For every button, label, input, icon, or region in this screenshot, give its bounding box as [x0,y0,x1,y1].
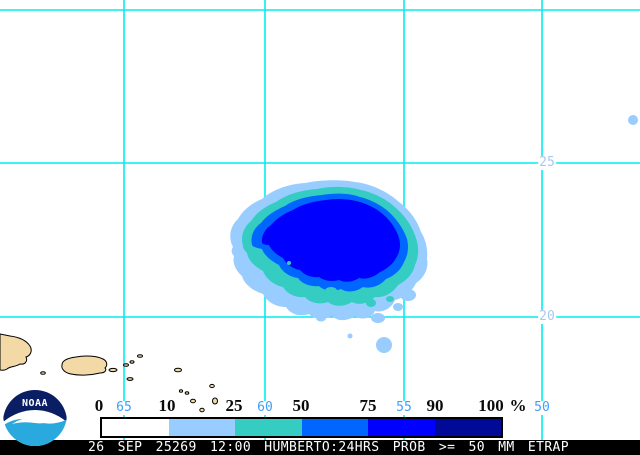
speckles-teal [287,261,394,307]
land-hispaniola [0,333,32,371]
island-st-kitts [190,398,196,404]
island-anegada [137,354,143,358]
legend-seg-50-75 [301,419,368,436]
lon-label-50w: 50 [533,400,551,415]
lon-label-65w: 65 [115,400,133,415]
contour-75-90 [261,198,400,282]
legend-seg-0-10 [102,419,169,436]
legend-seg-10-25 [168,419,235,436]
island-anguilla [174,367,182,373]
speckles-light [293,115,638,353]
island-virgin-1 [123,363,129,367]
island-st-croix [126,377,134,381]
island-antigua [212,397,218,405]
island-virgin-2 [129,360,135,364]
lat-label-20n: 20 [538,309,556,324]
island-saba [178,389,184,393]
legend-tick-0: 0 [94,396,104,415]
probability-contours [230,115,638,353]
speckle-right-edge [628,115,638,125]
legend-tick-75: 75 [359,396,377,415]
legend-seg-90-100 [434,419,501,436]
legend-seg-75-90 [368,419,435,436]
lon-label-55w: 55 [395,400,413,415]
noaa-logo-text: NOAA [22,398,48,409]
legend-seg-25-50 [235,419,302,436]
status-bar: 26 SEP 25269 12:00 HUMBERTO:24HRS PROB >… [0,440,640,455]
lon-label-60w: 60 [256,400,274,415]
map-canvas [0,0,640,440]
noaa-logo-gull-icon [12,416,59,424]
island-tiny-dr [40,371,46,375]
legend-tick-90: 90 [426,396,444,415]
landmasses [0,333,218,413]
island-vieques [108,367,118,373]
status-bar-text: 26 SEP 25269 12:00 HUMBERTO:24HRS PROB >… [88,440,570,455]
legend-tick-25: 25 [225,396,243,415]
legend-tick-50: 50 [292,396,310,415]
noaa-logo: NOAA [3,382,67,446]
island-nevis [199,407,205,413]
noaa-logo-sky [3,390,67,422]
legend-unit-percent: % [509,396,527,415]
land-puerto-rico [61,355,108,376]
lat-label-25n: 25 [538,155,556,170]
noaa-logo-sea [3,418,67,446]
island-statia [184,391,190,395]
legend-color-bar [100,417,503,438]
island-barbuda [209,383,215,389]
legend-tick-10: 10 [158,396,176,415]
legend-tick-100: 100 [478,396,504,415]
